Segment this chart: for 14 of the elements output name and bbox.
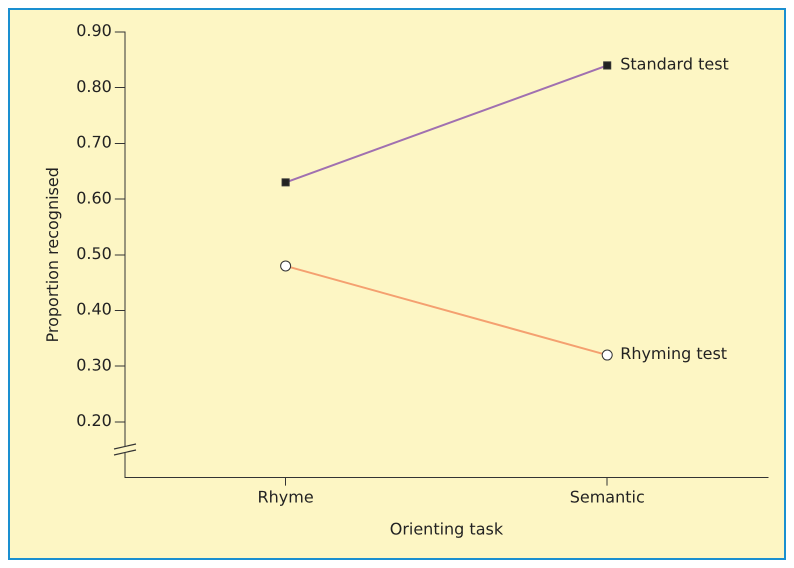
x-tick-label: Semantic — [570, 487, 645, 506]
x-tick-label: Rhyme — [258, 487, 314, 506]
y-tick-label: 0.20 — [76, 411, 112, 430]
y-tick-label: 0.70 — [76, 132, 112, 152]
y-tick-label: 0.90 — [76, 21, 112, 40]
y-tick-label: 0.30 — [76, 355, 112, 374]
x-axis-title: Orienting task — [390, 520, 504, 539]
y-tick-label: 0.60 — [76, 188, 112, 208]
series-label: Rhyming test — [620, 344, 728, 364]
y-tick-label: 0.40 — [76, 300, 112, 319]
y-axis-title: Proportion recognised — [42, 167, 62, 342]
series-label: Standard test — [620, 54, 729, 74]
y-tick-label: 0.50 — [76, 244, 112, 263]
y-tick-label: 0.80 — [76, 76, 112, 96]
